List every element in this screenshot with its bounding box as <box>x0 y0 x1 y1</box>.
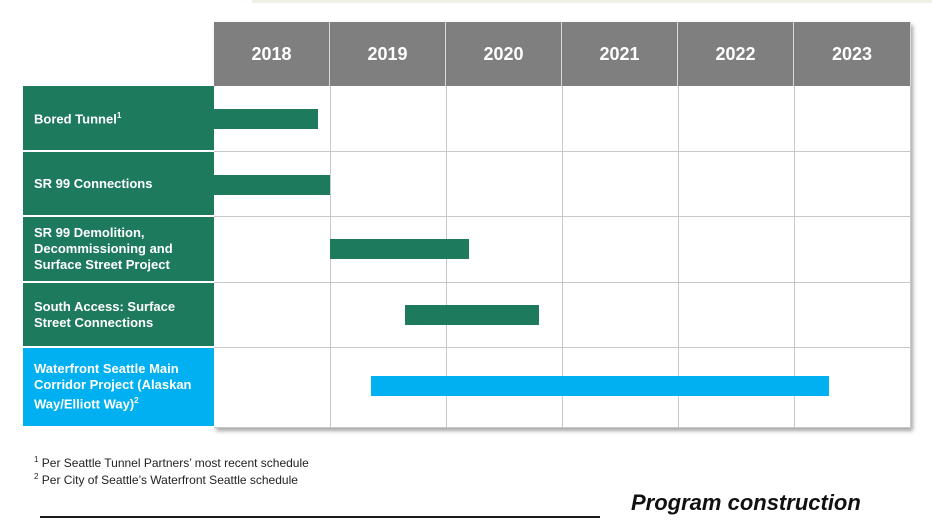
row-label-text: SR 99 Connections <box>34 175 153 191</box>
gantt-bar-4 <box>405 305 539 325</box>
footnote-1: 1 Per Seattle Tunnel Partners’ most rece… <box>34 455 309 472</box>
grid-vline <box>562 86 563 428</box>
row-label-4: South Access: Surface Street Connections <box>23 283 214 348</box>
bottom-rule <box>40 516 600 518</box>
caption: Program construction <box>631 490 861 515</box>
row-label-1: Bored Tunnel1 <box>23 86 214 152</box>
grid-vline <box>910 86 911 428</box>
year-header-2021: 2021 <box>562 22 678 86</box>
year-header-2020: 2020 <box>446 22 562 86</box>
footnote-2-text: Per City of Seattle’s Waterfront Seattle… <box>38 473 298 487</box>
row-label-text: SR 99 Demolition, Decommissioning and Su… <box>34 225 173 272</box>
grid-vline <box>678 86 679 428</box>
row-label-text: Waterfront Seattle Main Corridor Project… <box>34 361 192 412</box>
footnotes: 1 Per Seattle Tunnel Partners’ most rece… <box>34 455 309 489</box>
grid-hline <box>214 216 911 217</box>
row-label-2: SR 99 Connections <box>23 152 214 217</box>
gantt-bar-3 <box>330 239 470 259</box>
row-label-footnote-marker: 1 <box>116 111 122 121</box>
gantt-bar-2 <box>214 175 330 195</box>
gantt-chart: 2018 2019 2020 2021 2022 2023 Bored Tunnel1 SR … <box>23 22 911 428</box>
top-decorative-line <box>252 0 932 3</box>
row-label-footnote-marker: 2 <box>134 396 139 406</box>
row-label-text: South Access: Surface Street Connections <box>34 298 176 330</box>
row-label-5: Waterfront Seattle Main Corridor Project… <box>23 348 214 428</box>
year-header-2022: 2022 <box>678 22 794 86</box>
footnote-1-text: Per Seattle Tunnel Partners’ most recent… <box>38 456 309 470</box>
year-header-2019: 2019 <box>330 22 446 86</box>
footnote-2: 2 Per City of Seattle’s Waterfront Seatt… <box>34 472 309 489</box>
row-label-text: Bored Tunnel1 <box>34 111 122 127</box>
footnote-2-marker: 2 <box>34 472 39 481</box>
footnote-1-marker: 1 <box>34 455 39 464</box>
grid-hline <box>214 347 911 348</box>
gantt-bar-1 <box>214 109 319 129</box>
row-label-3: SR 99 Demolition, Decommissioning and Su… <box>23 217 214 283</box>
grid-vline <box>794 86 795 428</box>
grid-hline <box>214 282 911 283</box>
grid-hline <box>214 427 911 428</box>
grid-hline <box>214 151 911 152</box>
year-header-2023: 2023 <box>794 22 911 86</box>
gantt-bar-5 <box>370 376 829 396</box>
year-header-2018: 2018 <box>214 22 330 86</box>
